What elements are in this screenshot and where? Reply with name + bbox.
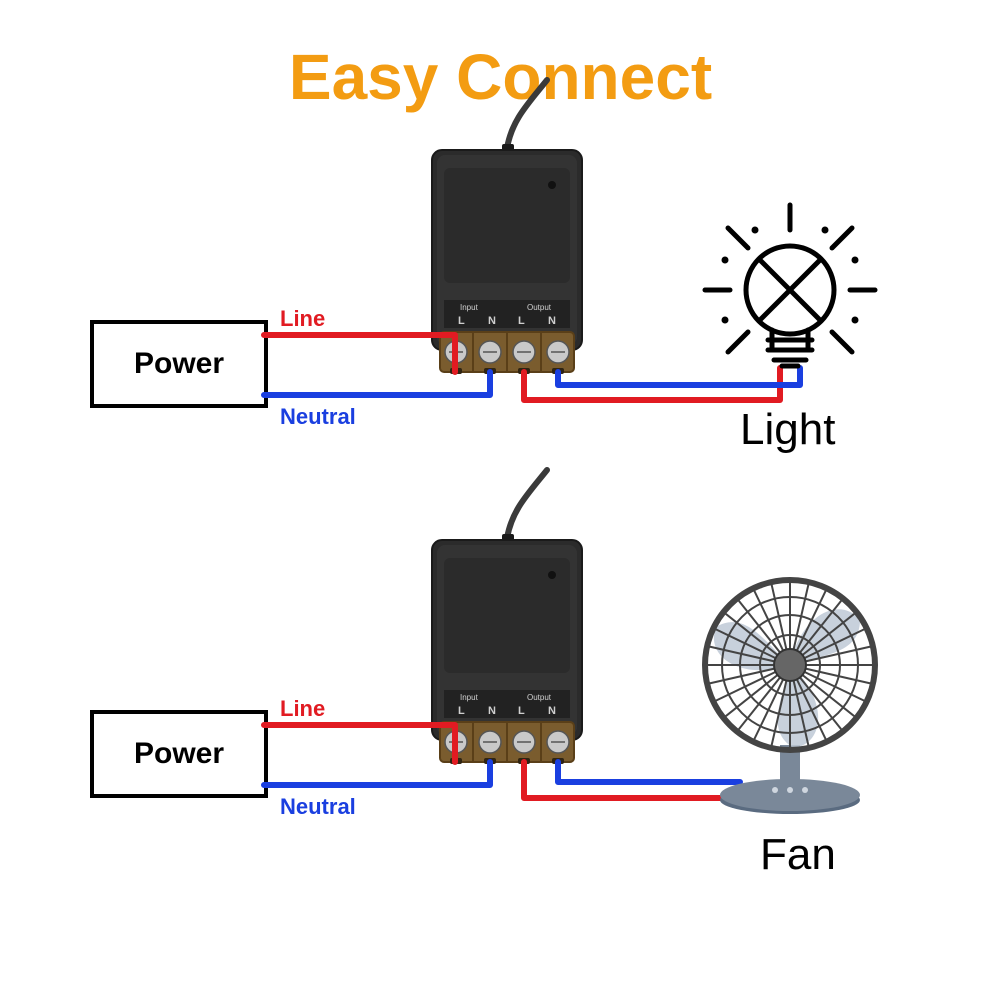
diagram-svg: Input Output L N L N — [0, 0, 1001, 1001]
line-label-2: Line — [280, 696, 325, 722]
line-label-1: Line — [280, 306, 325, 332]
light-label: Light — [740, 405, 835, 455]
page-title: Easy Connect — [0, 40, 1001, 114]
fan-label: Fan — [760, 830, 836, 880]
wire-output-line-1 — [524, 368, 780, 400]
wire-output-neutral-2 — [558, 762, 740, 782]
relay-module-2 — [432, 470, 582, 764]
wire-input-line-2 — [264, 725, 455, 762]
section-fan — [264, 470, 875, 814]
wire-output-line-2 — [524, 762, 760, 798]
neutral-label-1: Neutral — [280, 404, 356, 430]
wire-input-neutral-2 — [264, 762, 490, 785]
wire-output-neutral-1 — [558, 368, 800, 385]
fan-icon — [705, 580, 875, 814]
power-box-fan: Power — [90, 710, 268, 798]
wire-input-line-1 — [264, 335, 455, 372]
wire-input-neutral-1 — [264, 372, 490, 395]
diagram-canvas: Easy Connect Power Line Neutral Light Po… — [0, 0, 1001, 1001]
light-bulb-icon — [705, 205, 875, 366]
neutral-label-2: Neutral — [280, 794, 356, 820]
section-light — [264, 80, 875, 400]
relay-module-1 — [432, 80, 582, 374]
power-box-light: Power — [90, 320, 268, 408]
